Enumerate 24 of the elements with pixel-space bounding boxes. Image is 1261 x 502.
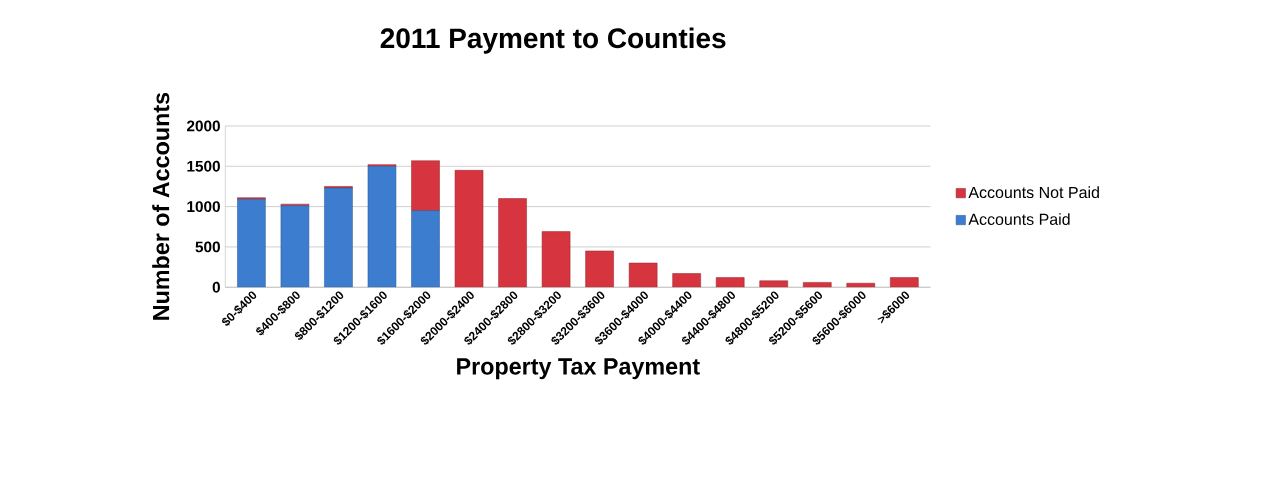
bar [237, 199, 266, 288]
y-tick-label: 2000 [186, 120, 220, 132]
bar [280, 205, 310, 288]
x-axis-title: Property Tax Payment [457, 358, 700, 380]
bar [411, 160, 440, 211]
chart-title: 2011 Payment to Counties [380, 27, 726, 54]
bar [759, 280, 788, 288]
bar [411, 210, 440, 288]
bar [498, 198, 527, 288]
bar [585, 250, 614, 288]
y-axis-title: Number of Accounts [152, 92, 170, 320]
y-tick-label: 1000 [187, 201, 220, 213]
y-tick-label: 0 [212, 281, 220, 293]
bar [672, 273, 701, 288]
bar [454, 170, 484, 288]
y-tick-label: 1500 [187, 160, 220, 172]
legend-label: Accounts Not Paid [968, 186, 1099, 199]
bar [541, 231, 571, 288]
y-tick-label: 500 [195, 241, 220, 253]
bar [890, 277, 919, 288]
bar [716, 277, 745, 288]
legend-label: Accounts Paid [968, 213, 1070, 226]
bar [367, 166, 397, 288]
bar [324, 187, 353, 288]
